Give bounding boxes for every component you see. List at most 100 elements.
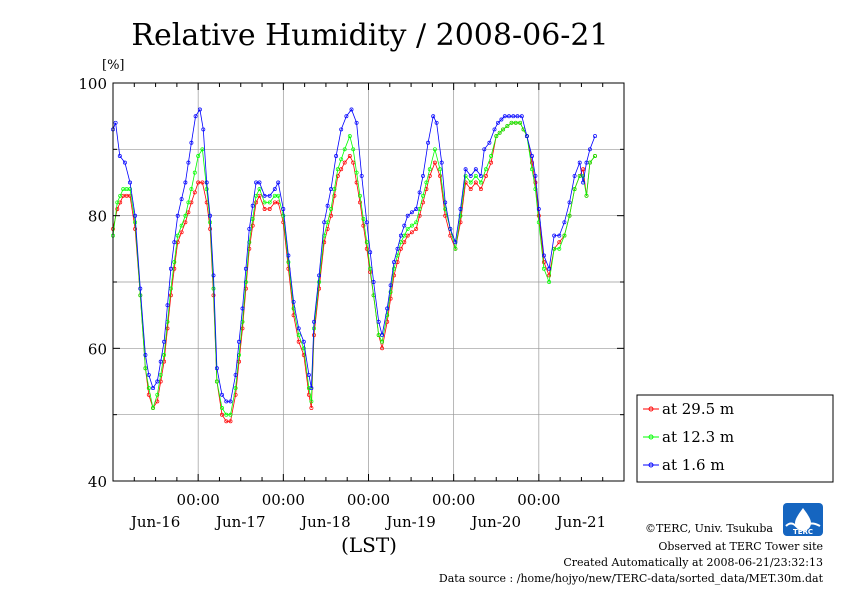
data-point (513, 120, 518, 125)
series-3 (111, 107, 597, 404)
series-line (112, 108, 596, 402)
data-point (162, 353, 167, 357)
y-unit-label: [%] (102, 58, 125, 73)
data-point (499, 117, 504, 122)
data-point (243, 280, 248, 284)
data-point (458, 220, 463, 225)
data-point (168, 266, 173, 271)
data-point (502, 114, 507, 119)
data-point (186, 160, 191, 165)
x-time-label: 00:00 (347, 491, 390, 509)
data-point (552, 246, 557, 251)
data-point (421, 193, 425, 198)
data-point (179, 223, 184, 228)
data-point (388, 283, 393, 288)
data-point (432, 147, 437, 152)
y-tick-label: 40 (88, 473, 107, 491)
data-point (536, 213, 541, 218)
data-point (581, 180, 586, 185)
data-point (224, 419, 229, 424)
data-point (584, 193, 589, 198)
x-day-label: Jun-17 (214, 513, 266, 531)
data-point (392, 266, 396, 271)
data-point (172, 260, 177, 265)
data-point (518, 120, 523, 125)
data-point (243, 266, 248, 271)
data-point (183, 213, 188, 218)
data-point (530, 154, 534, 158)
data-point (267, 200, 272, 205)
x-day-label: Jun-21 (555, 513, 607, 531)
data-point (530, 167, 534, 172)
data-point (183, 220, 188, 225)
data-point (482, 147, 487, 152)
data-point (552, 233, 557, 238)
data-point (426, 140, 431, 145)
data-point (186, 210, 191, 215)
data-point (577, 160, 582, 165)
data-point (524, 134, 529, 139)
data-point (317, 280, 322, 284)
data-point (286, 260, 291, 265)
data-point (322, 220, 327, 225)
data-point (329, 187, 333, 192)
x-time-label: 00:00 (432, 491, 475, 509)
data-point (443, 200, 448, 205)
data-point (196, 180, 201, 185)
data-point (240, 326, 245, 331)
data-point (509, 120, 514, 125)
data-point (329, 207, 333, 211)
data-point (211, 286, 216, 291)
data-point (220, 406, 224, 410)
data-point (463, 167, 468, 172)
data-point (208, 213, 213, 218)
data-point (151, 406, 155, 410)
data-point (200, 180, 205, 185)
data-point (417, 190, 422, 195)
data-point (351, 147, 356, 152)
data-point (468, 187, 473, 192)
data-point (448, 226, 453, 231)
data-point (143, 353, 148, 357)
credit-source: Data source : /home/hojyo/new/TERC-data/… (439, 572, 824, 585)
data-point (146, 386, 151, 391)
data-point (306, 386, 311, 391)
data-point (296, 326, 301, 331)
data-point (533, 173, 538, 178)
data-point (291, 299, 296, 304)
data-point (354, 170, 359, 175)
logo-wave-icon (785, 522, 821, 530)
data-point (339, 127, 344, 132)
data-point (196, 154, 201, 158)
legend-label: at 29.5 m (662, 400, 734, 418)
data-point (572, 187, 577, 192)
data-point (438, 167, 442, 172)
legend-item: at 12.3 m (643, 428, 734, 446)
data-point (220, 392, 224, 397)
data-point (237, 359, 241, 364)
data-point (224, 399, 229, 404)
data-point (281, 213, 286, 218)
data-point (536, 207, 541, 211)
data-point (557, 246, 562, 251)
data-point (247, 240, 252, 245)
data-point (189, 187, 194, 192)
data-point (155, 392, 160, 397)
data-point (439, 160, 444, 165)
data-point (281, 207, 286, 211)
data-point (584, 160, 589, 165)
data-point (557, 240, 562, 245)
data-point (286, 253, 291, 258)
data-point (122, 160, 127, 165)
data-point (342, 147, 347, 152)
data-point (354, 120, 359, 125)
data-point (197, 107, 202, 112)
data-point (312, 319, 316, 324)
data-point (168, 293, 173, 298)
data-point (567, 213, 572, 218)
data-point (395, 246, 400, 251)
data-point (146, 372, 151, 377)
data-point (376, 319, 381, 324)
legend-label: at 12.3 m (662, 428, 734, 446)
data-point (183, 180, 188, 185)
